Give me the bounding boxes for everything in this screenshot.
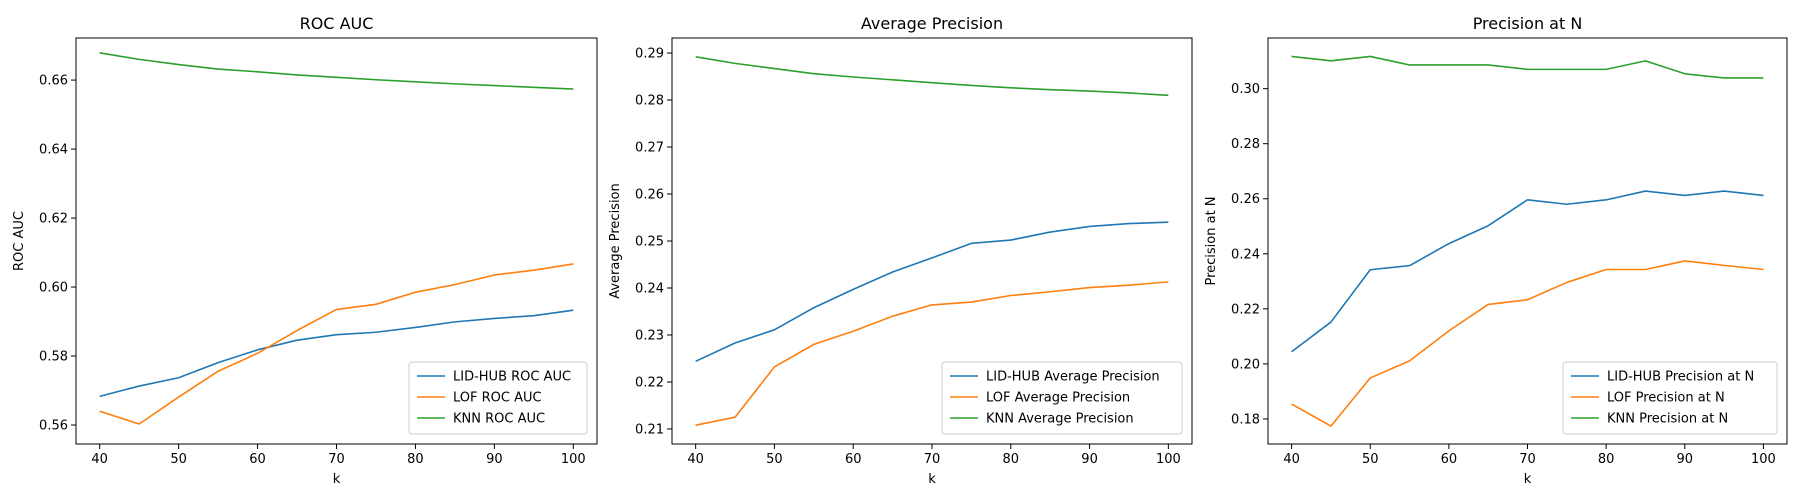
x-tick-label: 90 (1081, 452, 1098, 467)
y-tick-label: 0.56 (39, 419, 68, 434)
x-tick-label: 100 (1751, 452, 1776, 467)
y-tick-label: 0.60 (39, 281, 68, 296)
x-axis-label: k (928, 472, 936, 487)
legend-label: LOF ROC AUC (453, 391, 542, 406)
y-tick-label: 0.30 (1231, 82, 1260, 97)
series-line-1 (99, 309, 574, 398)
y-tick-label: 0.18 (1231, 412, 1260, 427)
y-tick-label: 0.24 (635, 281, 664, 296)
series-line-3 (695, 56, 1169, 97)
plot-frame (1267, 37, 1788, 445)
x-tick-label: 70 (328, 452, 345, 467)
chart-title: Average Precision (861, 14, 1003, 33)
chart-title: ROC AUC (300, 14, 374, 33)
y-tick-label: 0.24 (1231, 247, 1260, 262)
plot-frame (671, 37, 1193, 445)
x-tick-label: 50 (766, 452, 783, 467)
legend: LID-HUB Precision at N LOF Precision at N… (1562, 361, 1778, 435)
x-tick-label: 90 (486, 452, 503, 467)
y-tick-label: 0.20 (1231, 357, 1260, 372)
x-tick-label: 70 (1519, 452, 1536, 467)
legend: LID-HUB ROC AUC LOF ROC AUC KNN ROC AUC (408, 361, 588, 435)
legend-label: LID-HUB ROC AUC (453, 370, 571, 385)
legend-label: LOF Precision at N (1607, 391, 1725, 406)
x-tick-label: 80 (1003, 452, 1020, 467)
y-tick-label: 0.26 (635, 188, 664, 203)
x-tick-label: 40 (91, 452, 108, 467)
x-tick-label: 60 (249, 452, 266, 467)
x-axis-label: k (333, 472, 341, 487)
legend-label: LOF Average Precision (986, 391, 1130, 406)
y-tick-label: 0.58 (39, 350, 68, 365)
plot-frame (75, 37, 598, 445)
x-tick-label: 80 (1598, 452, 1615, 467)
legend-box (408, 361, 588, 435)
series-line-2 (99, 263, 574, 425)
x-tick-label: 60 (1441, 452, 1458, 467)
chart-title: Precision at N (1473, 14, 1583, 33)
x-tick-label: 50 (1362, 452, 1379, 467)
series-line-3 (1291, 55, 1764, 79)
legend-label: KNN Precision at N (1607, 412, 1728, 427)
series-line-1 (1291, 190, 1764, 353)
y-tick-label: 0.22 (1231, 302, 1260, 317)
y-tick-label: 0.21 (635, 422, 664, 437)
y-tick-label: 0.64 (39, 143, 68, 158)
chart-panel-3: Precision at N k Precision at N 40 50 60 70 80 9… (1204, 14, 1788, 487)
x-tick-label: 50 (170, 452, 187, 467)
legend-label: KNN Average Precision (986, 412, 1134, 427)
x-tick-label: 40 (1283, 452, 1300, 467)
y-tick-label: 0.28 (1231, 137, 1260, 152)
x-tick-label: 60 (845, 452, 862, 467)
series-line-2 (695, 281, 1169, 426)
y-tick-label: 0.29 (635, 47, 664, 62)
y-tick-label: 0.27 (635, 141, 664, 156)
y-tick-label: 0.66 (39, 74, 68, 89)
x-axis-label: k (1524, 472, 1532, 487)
legend-label: LID-HUB Precision at N (1607, 370, 1754, 385)
y-tick-label: 0.25 (635, 235, 664, 250)
y-tick-label: 0.28 (635, 94, 664, 109)
x-tick-label: 100 (1156, 452, 1181, 467)
y-tick-label: 0.62 (39, 212, 68, 227)
series-line-2 (1291, 260, 1764, 427)
x-tick-label: 70 (924, 452, 941, 467)
series-line-1 (695, 221, 1169, 363)
series-line-3 (99, 52, 574, 90)
x-tick-label: 90 (1676, 452, 1693, 467)
chart-panel-1: ROC AUC k ROC AUC 40 50 60 70 80 90 100 0.56 0.58 0.… (12, 14, 598, 487)
y-axis-label: ROC AUC (12, 211, 27, 271)
legend-label: KNN ROC AUC (453, 412, 545, 427)
y-tick-label: 0.26 (1231, 192, 1260, 207)
chart-panel-2: Average Precision k Average Precision 40 50 6… (608, 14, 1193, 487)
y-axis-label: Precision at N (1204, 196, 1219, 285)
legend-box (941, 361, 1183, 435)
legend-box (1562, 361, 1778, 435)
x-tick-label: 80 (407, 452, 424, 467)
x-tick-label: 100 (561, 452, 586, 467)
y-tick-label: 0.22 (635, 375, 664, 390)
x-tick-label: 40 (687, 452, 704, 467)
y-axis-label: Average Precision (608, 183, 623, 299)
y-tick-label: 0.23 (635, 328, 664, 343)
legend: LID-HUB Average Precision LOF Average Pre… (941, 361, 1183, 435)
legend-label: LID-HUB Average Precision (986, 370, 1160, 385)
